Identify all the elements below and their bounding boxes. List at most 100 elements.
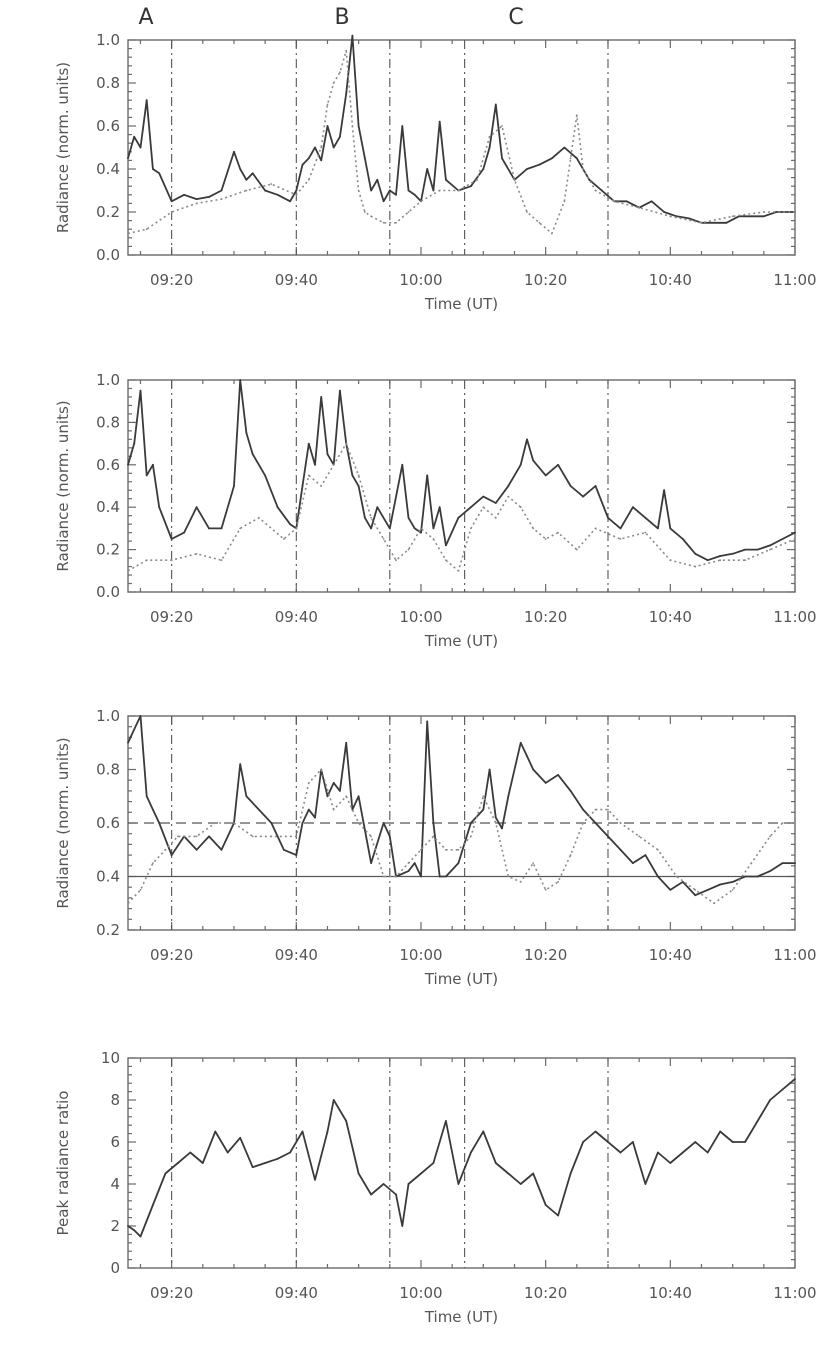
y-tick-label: 0.2: [96, 203, 120, 221]
data-point: [432, 1162, 435, 1164]
data-point: [594, 485, 597, 487]
data-point: [750, 862, 753, 865]
data-point: [538, 163, 541, 166]
data-point: [382, 875, 385, 878]
x-tick-label: 10:20: [524, 1284, 567, 1302]
data-point: [245, 432, 248, 434]
data-point: [195, 848, 198, 851]
data-point: [420, 531, 422, 534]
data-point: [127, 463, 129, 466]
data-point: [164, 848, 167, 851]
data-point: [370, 189, 373, 192]
data-point: [731, 880, 734, 883]
data-point: [307, 178, 310, 181]
y-tick-label: 2: [110, 1217, 120, 1235]
data-point: [619, 848, 622, 851]
data-point: [731, 552, 734, 555]
data-point: [457, 189, 460, 192]
y-tick-label: 8: [110, 1091, 120, 1109]
data-point: [557, 1214, 560, 1217]
data-point: [251, 1166, 254, 1169]
data-point: [320, 768, 323, 771]
data-point: [295, 854, 298, 856]
data-point: [694, 552, 697, 555]
data-point: [301, 163, 304, 166]
data-point: [388, 189, 391, 192]
data-point: [519, 506, 522, 509]
data-point: [301, 1130, 304, 1133]
data-point: [145, 228, 148, 231]
data-point: [469, 506, 472, 509]
data-point: [245, 178, 248, 181]
data-point: [613, 200, 616, 203]
data-point: [326, 795, 329, 798]
y-tick-label: 0.8: [96, 413, 120, 431]
data-point: [432, 538, 435, 540]
data-point: [494, 1162, 497, 1164]
data-point: [582, 495, 584, 498]
data-point: [731, 215, 734, 218]
data-point: [482, 795, 485, 798]
data-point: [607, 516, 609, 519]
data-point: [507, 875, 510, 878]
data-point: [769, 544, 771, 547]
data-point: [127, 157, 129, 160]
data-point: [332, 463, 335, 466]
data-point: [195, 552, 198, 555]
data-point: [127, 902, 129, 905]
data-point: [357, 474, 360, 477]
data-point: [438, 120, 441, 123]
data-point: [507, 795, 510, 798]
data-point: [744, 875, 747, 878]
data-point: [289, 523, 291, 526]
data-point: [332, 781, 335, 784]
event-label-c: C: [508, 5, 523, 30]
data-point: [432, 527, 435, 530]
data-point: [345, 49, 348, 52]
data-point: [457, 862, 460, 865]
data-point: [251, 172, 254, 175]
data-point: [501, 125, 503, 127]
data-point: [582, 1141, 584, 1143]
data-point: [295, 527, 298, 530]
y-tick-label: 0.8: [96, 761, 120, 779]
data-point: [550, 232, 553, 235]
data-point: [339, 389, 341, 392]
data-point: [133, 1229, 136, 1232]
x-tick-label: 09:20: [150, 608, 193, 626]
data-point: [176, 835, 179, 838]
y-axis-label: Peak radiance ratio: [54, 1091, 72, 1236]
data-point: [139, 1235, 142, 1238]
y-tick-label: 0.0: [96, 246, 120, 264]
data-point: [445, 544, 447, 547]
data-point: [706, 559, 709, 562]
data-point: [488, 135, 491, 138]
data-point: [457, 848, 460, 851]
data-point: [370, 835, 373, 838]
data-point: [675, 875, 678, 878]
data-point: [482, 495, 485, 498]
series-line-dotted: [127, 49, 795, 235]
y-tick-label: 1.0: [96, 707, 120, 725]
data-point: [607, 835, 609, 838]
data-point: [127, 741, 129, 744]
data-point: [176, 1162, 179, 1164]
data-point: [258, 516, 260, 519]
data-point: [445, 559, 447, 562]
data-point: [158, 822, 161, 824]
data-point: [357, 485, 360, 487]
data-point: [526, 438, 528, 441]
data-point: [195, 198, 198, 201]
data-point: [152, 168, 154, 170]
data-point: [501, 827, 503, 830]
data-point: [656, 527, 659, 530]
data-point: [744, 559, 747, 562]
x-tick-label: 11:00: [773, 271, 816, 289]
y-tick-label: 0.4: [96, 868, 120, 886]
data-point: [370, 516, 373, 519]
data-point: [332, 146, 335, 149]
data-point: [127, 569, 129, 572]
data-point: [245, 189, 248, 192]
data-point: [794, 1078, 796, 1080]
y-tick-label: 0.8: [96, 74, 120, 92]
